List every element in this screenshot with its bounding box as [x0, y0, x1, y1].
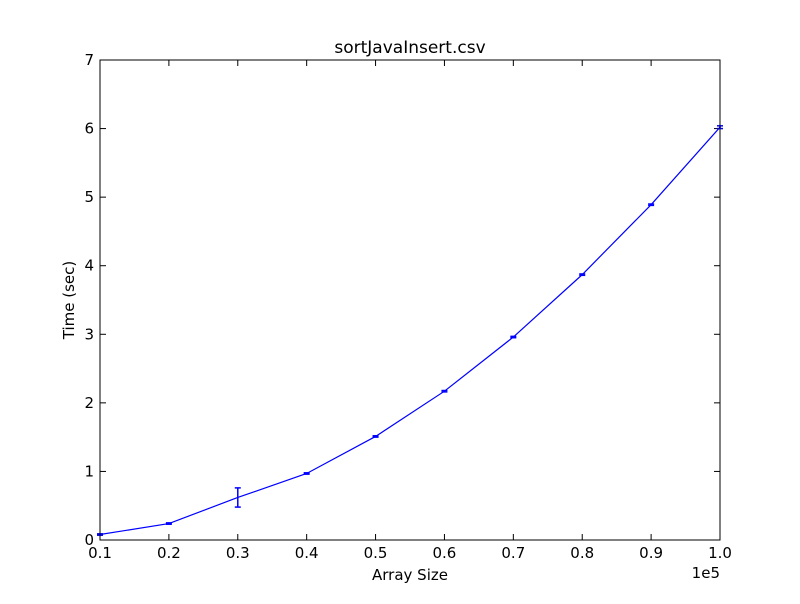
y-tick-label: 6 [84, 120, 94, 138]
error-bar [165, 522, 172, 525]
x-tick-label: 0.2 [157, 544, 181, 562]
y-tick-label: 4 [84, 257, 94, 275]
series-line [99, 126, 721, 536]
y-tick-label: 3 [84, 325, 94, 343]
axis-ticks: 0.1 0.2 0.3 0.4 0.5 0.6 0.7 0.8 0.9 1.0 0 1 2 3 4 5 6 7 [84, 51, 731, 562]
axes-frame [99, 59, 721, 541]
y-tick-label: 0 [84, 531, 94, 549]
x-tick-label: 0.8 [570, 544, 594, 562]
x-tick-label: 0.9 [639, 544, 663, 562]
chart-title: sortJavaInsert.csv [334, 38, 485, 58]
x-tick-label: 0.5 [364, 544, 388, 562]
error-bar [234, 487, 241, 508]
x-tick-label: 1.0 [708, 544, 732, 562]
y-tick-label: 7 [84, 51, 94, 69]
x-tick-label: 0.6 [433, 544, 457, 562]
error-bar [441, 389, 448, 393]
error-bar [303, 472, 310, 475]
y-axis-label: Time (sec) [60, 261, 78, 340]
y-tick-label: 1 [84, 462, 94, 480]
y-tick-label: 5 [84, 188, 94, 206]
x-tick-label: 0.4 [295, 544, 319, 562]
error-bar [648, 203, 655, 207]
x-tick-label: 0.7 [501, 544, 525, 562]
x-axis-offset-label: 1e5 [692, 564, 720, 582]
series-layer [97, 125, 723, 536]
error-bar [372, 435, 379, 438]
x-axis-label: Array Size [372, 566, 448, 584]
x-tick-label: 0.3 [226, 544, 250, 562]
error-bar [579, 273, 586, 277]
y-tick-label: 2 [84, 394, 94, 412]
error-bar [510, 335, 517, 339]
x-tick-label: 0.1 [88, 544, 112, 562]
